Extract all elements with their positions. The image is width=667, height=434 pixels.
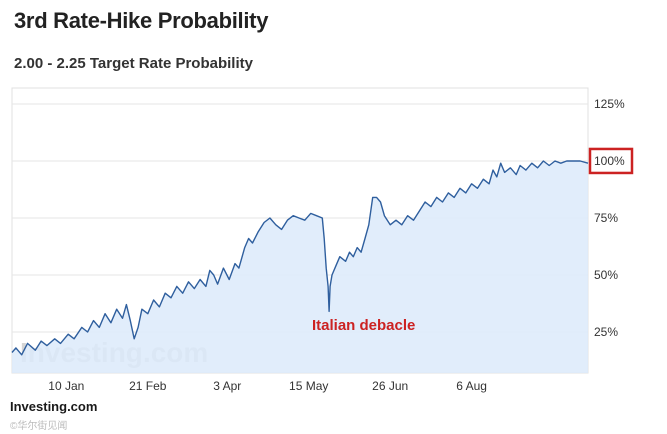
x-tick-label: 21 Feb <box>129 379 167 393</box>
y-tick-label: 50% <box>594 268 618 282</box>
y-tick-label: 75% <box>594 211 618 225</box>
source-label: Investing.com <box>10 399 98 414</box>
corner-watermark: ©华尔街见闻 <box>10 421 68 432</box>
y-tick-label: 25% <box>594 325 618 339</box>
x-tick-label: 10 Jan <box>48 379 84 393</box>
annotation-italian-debacle: Italian debacle <box>312 317 415 334</box>
x-tick-label: 6 Aug <box>456 379 487 393</box>
y-tick-label: 125% <box>594 97 625 111</box>
current-value-highlight-box <box>588 147 634 175</box>
y-tick-label: 100% <box>594 154 625 168</box>
series-line <box>11 160 589 356</box>
chart-title: 3rd Rate-Hike Probability <box>14 8 269 33</box>
series-area-fill <box>12 161 588 373</box>
x-axis-tick-labels: 10 Jan 21 Feb 3 Apr 15 May 26 Jun 6 Aug <box>48 379 487 393</box>
x-tick-label: 15 May <box>289 379 328 393</box>
x-tick-label: 3 Apr <box>213 379 241 393</box>
chart-subtitle: 2.00 - 2.25 Target Rate Probability <box>14 55 253 72</box>
x-tick-label: 26 Jun <box>372 379 408 393</box>
y-axis-tick-labels: 25% 50% 75% 100% 125% <box>594 97 625 339</box>
